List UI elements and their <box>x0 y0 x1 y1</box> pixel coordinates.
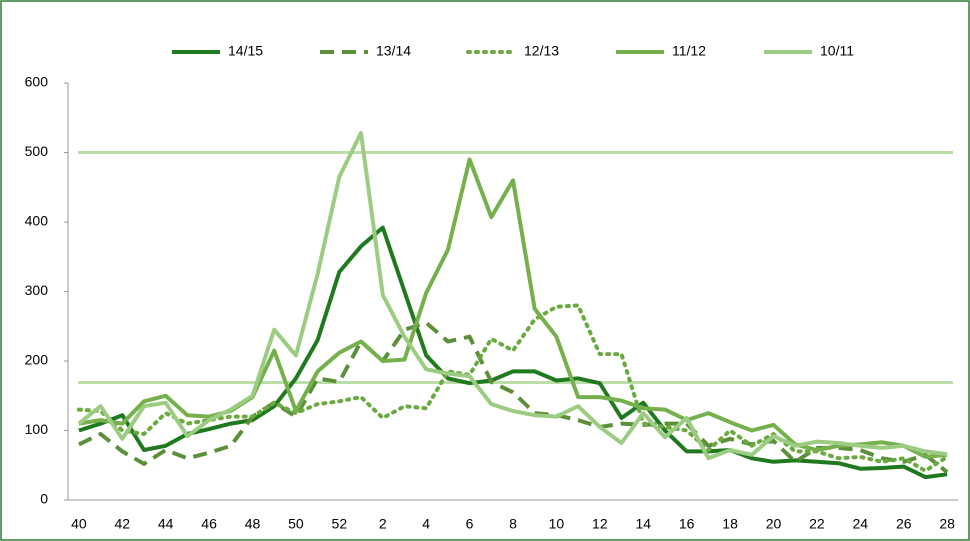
x-tick-label: 50 <box>288 516 304 532</box>
legend-label: 13/14 <box>376 43 411 59</box>
x-tick-label: 18 <box>722 516 738 532</box>
x-tick-label: 8 <box>509 516 517 532</box>
y-tick-label: 0 <box>40 491 48 507</box>
x-tick-label: 6 <box>466 516 474 532</box>
x-tick-label: 28 <box>939 516 955 532</box>
series-line <box>76 303 950 473</box>
y-tick-label: 400 <box>25 213 49 229</box>
legend-label: 11/12 <box>672 43 706 59</box>
x-tick-label: 24 <box>853 516 869 532</box>
y-tick-label: 100 <box>25 421 49 437</box>
x-tick-label: 2 <box>379 516 387 532</box>
legend-label: 12/13 <box>524 43 559 59</box>
y-tick-label: 600 <box>25 74 49 90</box>
x-tick-label: 20 <box>766 516 782 532</box>
x-tick-label: 48 <box>245 516 261 532</box>
series-line <box>78 225 948 480</box>
x-tick-label: 40 <box>71 516 87 532</box>
x-tick-label: 14 <box>635 516 651 532</box>
series-line <box>77 131 948 461</box>
x-tick-label: 46 <box>201 516 217 532</box>
x-tick-label: 42 <box>114 516 130 532</box>
x-tick-label: 52 <box>332 516 348 532</box>
y-tick-label: 300 <box>25 282 49 298</box>
x-tick-label: 10 <box>549 516 565 532</box>
y-tick-label: 200 <box>25 352 49 368</box>
x-tick-label: 16 <box>679 516 695 532</box>
y-tick-label: 500 <box>25 143 49 159</box>
series-line <box>78 320 949 474</box>
x-tick-label: 26 <box>896 516 912 532</box>
x-tick-label: 12 <box>592 516 608 532</box>
x-tick-label: 44 <box>158 516 174 532</box>
x-tick-label: 22 <box>809 516 825 532</box>
x-tick-label: 4 <box>422 516 430 532</box>
legend-label: 14/15 <box>228 43 263 59</box>
legend-label: 10/11 <box>820 43 854 59</box>
